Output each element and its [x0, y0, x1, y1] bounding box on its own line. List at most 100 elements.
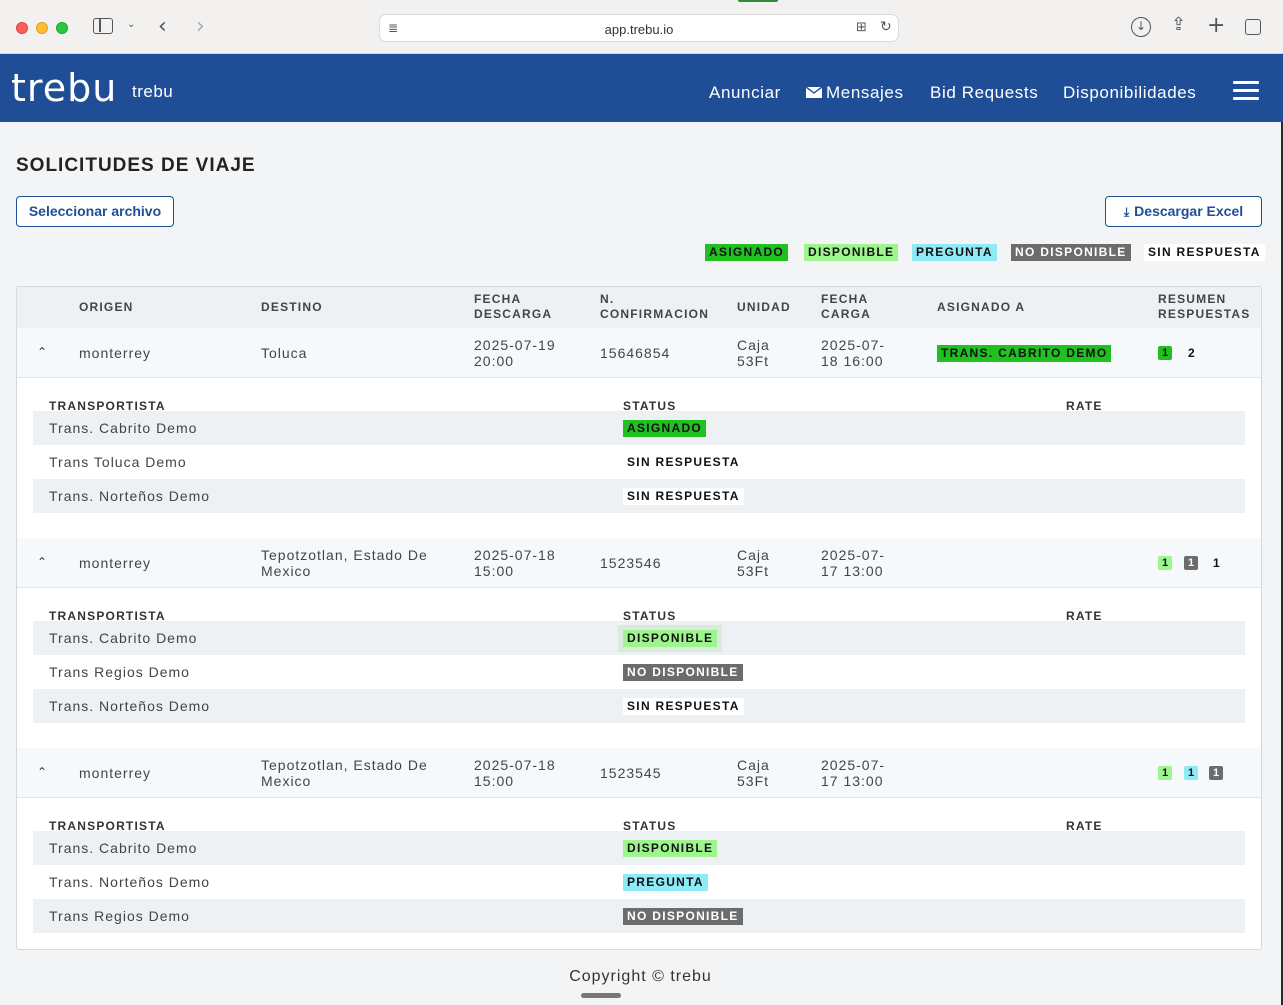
translate-icon[interactable]: ⊞	[856, 20, 867, 35]
cell-unidad: Caja 53Ft	[737, 547, 770, 579]
th-origen: ORIGEN	[79, 300, 134, 314]
th-fecha-carga: FECHA CARGA	[821, 292, 871, 321]
page-content: SOLICITUDES DE VIAJE Seleccionar archivo…	[0, 122, 1281, 1005]
nav-bid-requests[interactable]: Bid Requests	[930, 83, 1039, 102]
brand-name[interactable]: trebu	[132, 82, 174, 101]
zoom-window-button[interactable]	[56, 22, 68, 34]
cell-destino: Toluca	[261, 345, 308, 361]
th-resumen: RESUMEN RESPUESTAS	[1158, 292, 1251, 321]
chevron-up-icon[interactable]: ⌃	[37, 555, 48, 569]
table-row[interactable]: ⌃ monterrey Tepotzotlan, Estado De Mexic…	[17, 538, 1261, 588]
carrier-row: Trans. Norteños Demo SIN RESPUESTA	[33, 689, 1245, 723]
summary-disponible-count: 1	[1158, 766, 1173, 780]
chevron-up-icon[interactable]: ⌃	[37, 765, 48, 779]
navbar: trebu trebu Anunciar Mensajes Bid Reques…	[0, 54, 1283, 122]
summary-disponible-count: 1	[1158, 556, 1173, 570]
carrier-name: Trans. Norteños Demo	[49, 488, 211, 504]
url-text: app.trebu.io	[604, 22, 674, 37]
nav-anunciar[interactable]: Anunciar	[709, 83, 781, 102]
cell-destino: Tepotzotlan, Estado De Mexico	[261, 547, 428, 579]
carrier-responses: TRANSPORTISTA STATUS RATE Trans. Cabrito…	[33, 379, 1245, 524]
sub-th-rate: RATE	[1066, 609, 1103, 623]
carrier-responses: TRANSPORTISTA STATUS RATE Trans. Cabrito…	[33, 799, 1245, 944]
carrier-header: TRANSPORTISTA STATUS RATE	[33, 379, 1245, 413]
status-badge: SIN RESPUESTA	[623, 488, 744, 505]
sub-th-transportista: TRANSPORTISTA	[49, 819, 166, 833]
summary-no-disponible-count: 1	[1184, 556, 1199, 570]
legend-disponible: DISPONIBLE	[804, 244, 899, 261]
sub-th-transportista: TRANSPORTISTA	[49, 399, 166, 413]
cell-confirmacion: 1523545	[600, 765, 662, 781]
back-icon[interactable]: ‹	[158, 14, 167, 39]
cell-origen: monterrey	[79, 345, 152, 361]
downloads-icon[interactable]: ↓	[1131, 17, 1151, 37]
address-bar[interactable]: ≣ app.trebu.io ⊞ ↻	[379, 14, 899, 42]
cell-fecha-carga: 2025-07-17 13:00	[821, 757, 886, 789]
cell-fecha-carga: 2025-07-18 16:00	[821, 337, 886, 369]
carrier-row: Trans Regios Demo NO DISPONIBLE	[33, 899, 1245, 933]
cell-fecha-descarga: 2025-07-19 20:00	[474, 337, 556, 369]
status-badge: SIN RESPUESTA	[623, 454, 744, 471]
sub-th-transportista: TRANSPORTISTA	[49, 609, 166, 623]
page-title: SOLICITUDES DE VIAJE	[16, 155, 256, 176]
cell-fecha-descarga: 2025-07-18 15:00	[474, 547, 556, 579]
sub-th-status: STATUS	[623, 819, 677, 833]
chevron-up-icon[interactable]: ⌃	[37, 345, 48, 359]
browser-toolbar: ⌄ ‹ › ≣ app.trebu.io ⊞ ↻ ↓ ⇪ +	[0, 0, 1283, 54]
carrier-row: Trans. Cabrito Demo DISPONIBLE	[33, 831, 1245, 865]
cell-fecha-carga: 2025-07-17 13:00	[821, 547, 886, 579]
carrier-name: Trans Regios Demo	[49, 664, 190, 680]
download-excel-button[interactable]: ⤓ Descargar Excel	[1105, 196, 1262, 227]
carrier-row: Trans. Norteños Demo SIN RESPUESTA	[33, 479, 1245, 513]
tab-overview-icon[interactable]	[1245, 19, 1261, 35]
sidebar-toggle-icon[interactable]	[93, 18, 113, 34]
chevron-down-icon[interactable]: ⌄	[127, 19, 136, 30]
menu-icon[interactable]	[1233, 81, 1259, 100]
window-edge	[1281, 122, 1283, 1005]
status-badge: DISPONIBLE	[623, 840, 718, 857]
carrier-header: TRANSPORTISTA STATUS RATE	[33, 589, 1245, 623]
nav-disponibilidades[interactable]: Disponibilidades	[1063, 83, 1197, 102]
trip-requests-table: ORIGEN DESTINO FECHA DESCARGA N. CONFIRM…	[16, 286, 1262, 950]
th-fecha-descarga: FECHA DESCARGA	[474, 292, 553, 321]
cell-unidad: Caja 53Ft	[737, 757, 770, 789]
carrier-header: TRANSPORTISTA STATUS RATE	[33, 799, 1245, 833]
status-badge: NO DISPONIBLE	[623, 664, 743, 681]
cell-fecha-descarga: 2025-07-18 15:00	[474, 757, 556, 789]
cell-confirmacion: 15646854	[600, 345, 671, 361]
th-unidad: UNIDAD	[737, 300, 791, 314]
status-badge: DISPONIBLE	[617, 625, 723, 652]
minimize-window-button[interactable]	[36, 22, 48, 34]
close-window-button[interactable]	[16, 22, 28, 34]
carrier-row: Trans. Cabrito Demo DISPONIBLE	[33, 621, 1245, 655]
forward-icon[interactable]: ›	[196, 14, 205, 39]
nav-mensajes[interactable]: Mensajes	[806, 83, 904, 103]
cell-unidad: Caja 53Ft	[737, 337, 770, 369]
logo[interactable]: trebu	[11, 66, 118, 110]
new-tab-icon[interactable]: +	[1207, 13, 1226, 38]
carrier-row: Trans. Norteños Demo PREGUNTA	[33, 865, 1245, 899]
status-badge: PREGUNTA	[623, 874, 708, 891]
cell-origen: monterrey	[79, 555, 152, 571]
legend-no-disponible: NO DISPONIBLE	[1011, 244, 1131, 261]
sub-th-rate: RATE	[1066, 819, 1103, 833]
status-badge: ASIGNADO	[623, 420, 707, 437]
reload-icon[interactable]: ↻	[880, 19, 892, 35]
table-row[interactable]: ⌃ monterrey Toluca 2025-07-19 20:00 1564…	[17, 328, 1261, 378]
summary-asignado-count: 1	[1158, 346, 1173, 360]
legend-asignado: ASIGNADO	[705, 244, 789, 261]
share-icon[interactable]: ⇪	[1171, 14, 1187, 35]
table-row[interactable]: ⌃ monterrey Tepotzotlan, Estado De Mexic…	[17, 748, 1261, 798]
carrier-responses: TRANSPORTISTA STATUS RATE Trans. Cabrito…	[33, 589, 1245, 734]
scroll-handle[interactable]	[581, 993, 621, 998]
carrier-name: Trans. Cabrito Demo	[49, 420, 198, 436]
select-file-button[interactable]: Seleccionar archivo	[16, 196, 174, 227]
page-settings-icon[interactable]: ≣	[388, 21, 399, 35]
status-badge: SIN RESPUESTA	[623, 698, 744, 715]
nav-mensajes-label: Mensajes	[826, 83, 904, 102]
summary-sin-respuesta-count: 2	[1188, 346, 1195, 360]
sub-th-status: STATUS	[623, 609, 677, 623]
summary-sin-respuesta-count: 1	[1213, 556, 1220, 570]
footer-copyright: Copyright © trebu	[569, 968, 712, 985]
th-asignado: ASIGNADO A	[937, 300, 1026, 314]
